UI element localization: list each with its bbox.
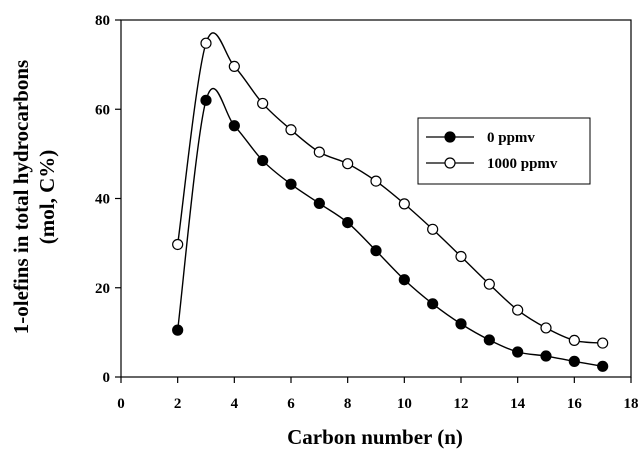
x-tick-label-5: 10 bbox=[397, 396, 412, 412]
data-point-s0-15 bbox=[597, 360, 609, 372]
data-point-s1-5 bbox=[313, 146, 325, 158]
x-tick-label-8: 16 bbox=[567, 396, 583, 412]
data-point-s0-10 bbox=[455, 318, 467, 330]
x-axis-title: Carbon number (n) bbox=[287, 425, 463, 449]
legend-marker-0 bbox=[444, 131, 456, 143]
data-point-s1-8 bbox=[398, 198, 410, 210]
x-tick-label-7: 14 bbox=[510, 396, 526, 412]
data-point-s0-7 bbox=[370, 245, 382, 257]
x-tick-label-9: 18 bbox=[624, 396, 639, 412]
data-point-s0-1 bbox=[200, 94, 212, 106]
x-tick-label-1: 2 bbox=[174, 396, 182, 412]
y-axis-title-line2: (mol, C%) bbox=[35, 150, 59, 244]
legend-entry-1: 1000 ppmv bbox=[426, 156, 558, 172]
data-point-s1-7 bbox=[370, 175, 382, 187]
y-axis-title: 1-olefins in total hydrocarbons (mol, C%… bbox=[9, 60, 59, 334]
y-tick-label-0: 0 bbox=[103, 370, 111, 386]
data-point-s0-8 bbox=[398, 274, 410, 286]
y-tick-label-2: 40 bbox=[95, 192, 110, 208]
data-point-s1-4 bbox=[285, 124, 297, 136]
data-point-s1-1 bbox=[200, 37, 212, 49]
data-point-s0-9 bbox=[427, 298, 439, 310]
data-point-s1-0 bbox=[172, 238, 184, 251]
data-point-s0-14 bbox=[568, 355, 580, 367]
data-point-s1-9 bbox=[427, 223, 439, 235]
plot-area bbox=[120, 19, 632, 378]
data-point-s0-0 bbox=[172, 324, 184, 336]
y-tick-label-1: 20 bbox=[95, 281, 110, 297]
data-point-s0-12 bbox=[512, 346, 524, 358]
data-point-s0-2 bbox=[228, 120, 240, 132]
plot-frame bbox=[120, 19, 632, 378]
data-point-s0-6 bbox=[342, 216, 354, 229]
data-point-s1-6 bbox=[342, 158, 354, 170]
data-point-s0-3 bbox=[257, 154, 269, 167]
data-point-s1-3 bbox=[257, 97, 269, 110]
legend-marker-1 bbox=[444, 157, 456, 169]
y-tick-label-4: 80 bbox=[95, 13, 110, 29]
legend-label-1: 1000 ppmv bbox=[487, 156, 558, 172]
legend-label-0: 0 ppmv bbox=[487, 130, 535, 146]
x-tick-label-0: 0 bbox=[117, 396, 125, 412]
data-point-s1-13 bbox=[540, 322, 552, 334]
data-point-s1-2 bbox=[228, 60, 240, 73]
data-point-s0-13 bbox=[540, 350, 552, 362]
x-tick-label-6: 12 bbox=[454, 396, 469, 412]
series-line-1 bbox=[176, 32, 603, 344]
data-point-s1-14 bbox=[568, 334, 580, 347]
data-point-s0-5 bbox=[313, 197, 325, 210]
data-point-s0-11 bbox=[483, 334, 495, 346]
data-point-s1-15 bbox=[597, 337, 609, 349]
series-layer bbox=[172, 32, 609, 372]
x-tick-label-4: 8 bbox=[344, 396, 352, 412]
y-axis-title-line1: 1-olefins in total hydrocarbons bbox=[9, 60, 33, 334]
legend: 0 ppmv 1000 ppmv bbox=[417, 117, 591, 185]
x-tick-label-2: 4 bbox=[231, 396, 239, 412]
data-point-s0-4 bbox=[285, 178, 297, 190]
data-point-s1-10 bbox=[455, 250, 467, 263]
y-tick-label-3: 60 bbox=[95, 102, 110, 118]
legend-entry-0: 0 ppmv bbox=[426, 130, 535, 146]
data-point-s1-12 bbox=[512, 304, 524, 316]
data-point-s1-11 bbox=[483, 278, 495, 290]
x-tick-label-3: 6 bbox=[287, 396, 295, 412]
axes: 0 2 4 6 8 10 12 14 16 18 0 20 40 60 80 bbox=[95, 13, 639, 412]
legend-box bbox=[417, 117, 591, 185]
